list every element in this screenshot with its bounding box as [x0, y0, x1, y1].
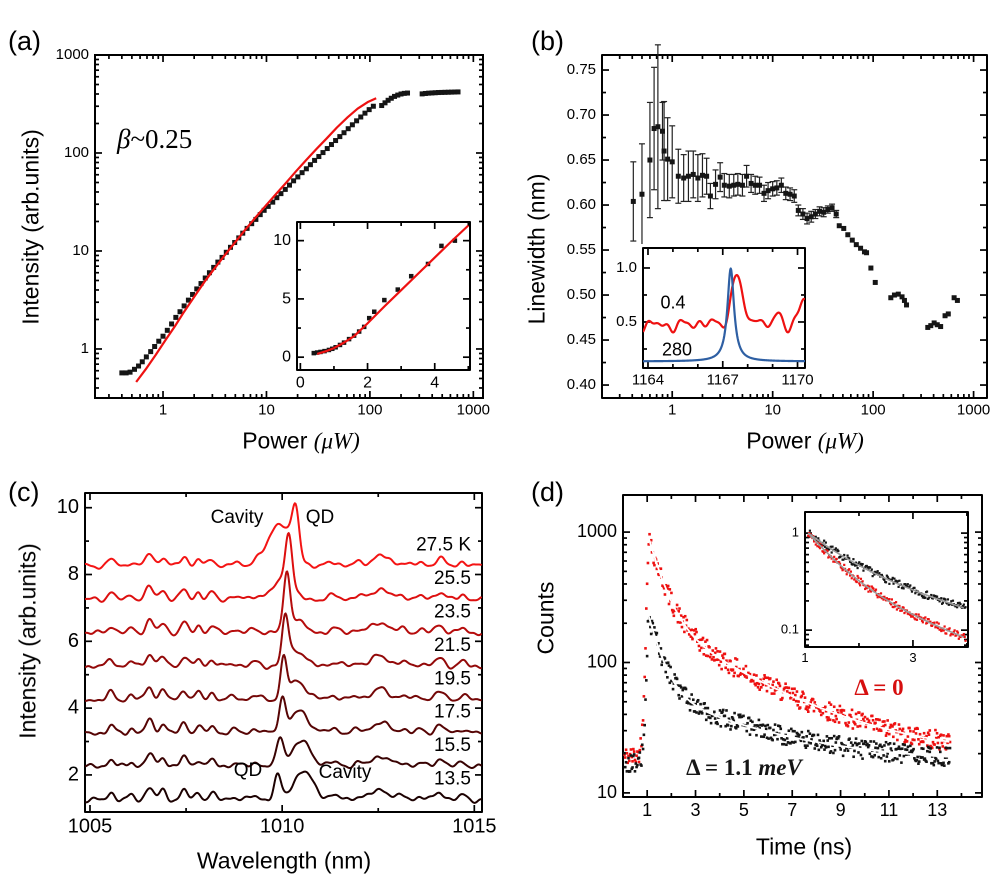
- panel-b-label: (b): [531, 26, 564, 56]
- delta-1p1mev-text: Δ = 1.1: [686, 755, 759, 780]
- panel-a-ylabel: Intensity (arb.units): [17, 129, 44, 325]
- qd-peak-label-top: QD: [305, 507, 335, 528]
- cavity-peak-label-top: Cavity: [210, 507, 264, 528]
- panel-c-label: (c): [8, 477, 40, 507]
- panel-c-xlabel: Wavelength (nm): [196, 847, 372, 874]
- panel-d-ylabel: Counts: [532, 581, 559, 655]
- panel-a-xlabel-text: Power: [242, 427, 314, 454]
- panel-d-xlabel: Time (ns): [755, 833, 853, 860]
- delta-1p1mev-unit: meV: [758, 755, 802, 780]
- qd-peak-label-bottom: QD: [233, 760, 263, 781]
- panel-b-xlabel-unit: (μW): [817, 428, 864, 454]
- panel-a-xlabel-unit: (μW): [313, 428, 360, 454]
- panel-d-label: (d): [531, 477, 564, 507]
- beta-value: ~0.25: [130, 124, 193, 154]
- panel-a-xlabel: Power (μW): [242, 428, 360, 455]
- panel-b-xlabel-text: Power: [746, 427, 818, 454]
- cavity-peak-label-bottom: Cavity: [318, 762, 372, 783]
- delta-zero-annotation: Δ = 0: [854, 675, 904, 700]
- panel-b-xlabel: Power (μW): [746, 428, 864, 455]
- panel-b-ylabel: Linewidth (nm): [523, 173, 550, 325]
- panel-c-ylabel: Intensity (arb.units): [14, 543, 41, 739]
- beta-annotation: β~0.25: [117, 124, 192, 155]
- inset-b-power-high-label: 280: [661, 339, 693, 360]
- panel-a-label: (a): [8, 26, 41, 56]
- beta-symbol: β: [117, 124, 131, 154]
- inset-b-power-low-label: 0.4: [660, 292, 686, 313]
- delta-1p1mev-annotation: Δ = 1.1 meV: [686, 755, 802, 781]
